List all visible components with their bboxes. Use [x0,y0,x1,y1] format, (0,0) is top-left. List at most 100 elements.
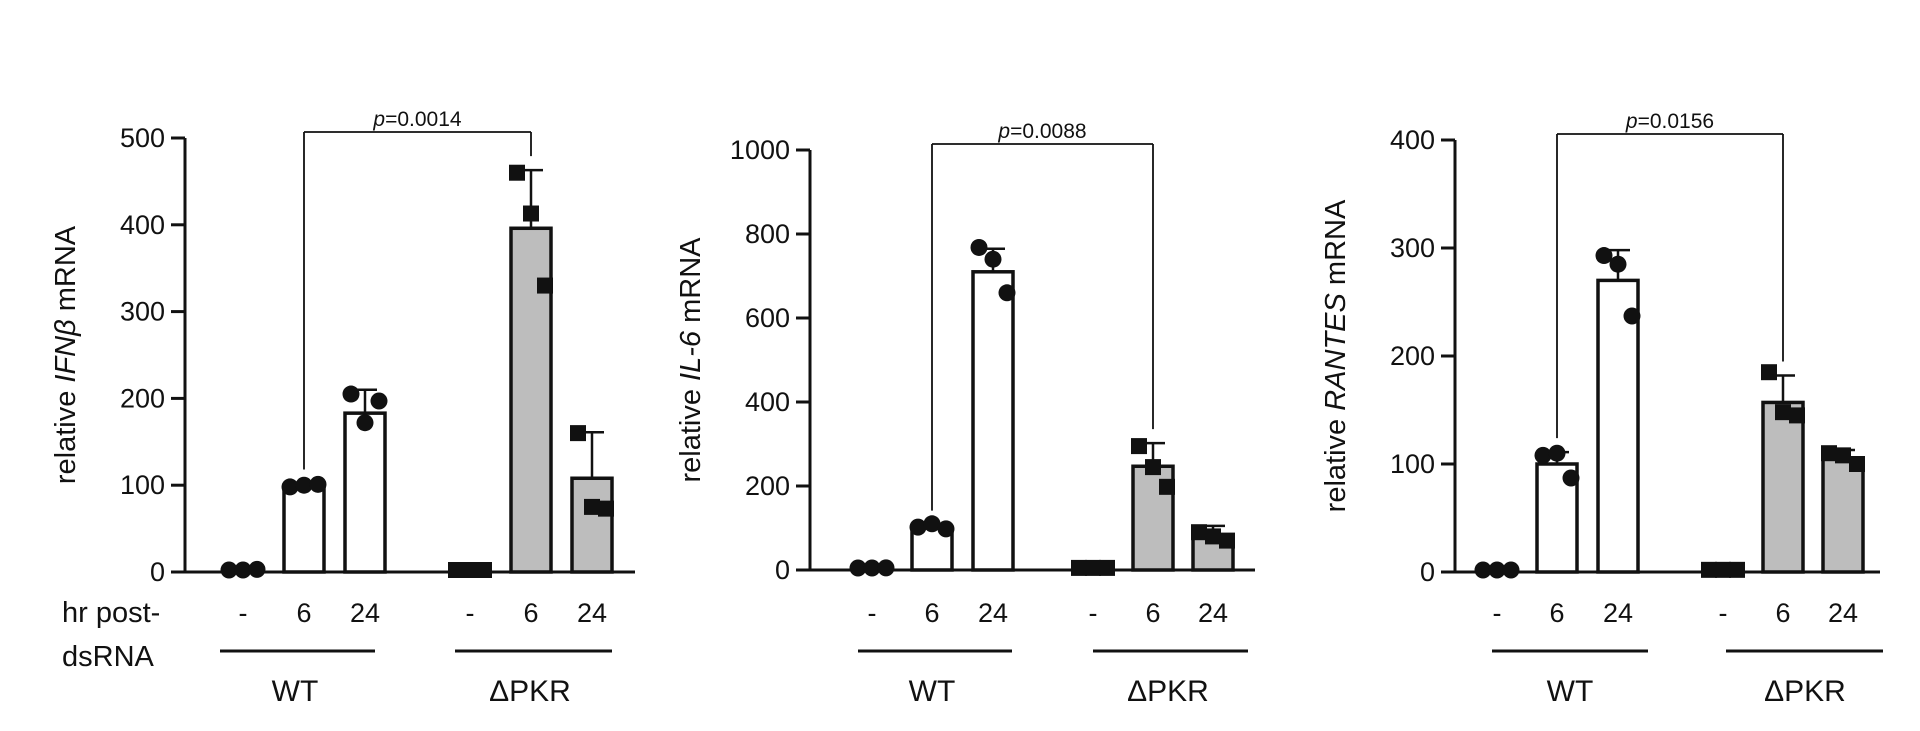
y-tick-label: 0 [775,555,790,585]
y-axis-title-part: mRNA [1320,199,1352,293]
data-point [863,559,881,577]
p-value-number: =0.0088 [1010,120,1087,143]
category-label: 6 [296,598,311,628]
category-label: - [466,598,475,628]
data-point [476,562,492,578]
data-point [570,425,586,442]
group-label: ΔPKR [489,675,571,708]
data-point [1071,559,1087,576]
data-point [1849,456,1865,472]
data-point [1085,559,1101,576]
group-label: WT [909,675,956,708]
category-label: 24 [1198,598,1228,628]
y-tick-label: 200 [1390,341,1435,371]
chart-panel-2: 0 200 400 600 800 1000 relative IL-6 mRNA - 6 24 -… [675,120,1255,708]
category-label: 6 [1145,598,1160,628]
category-label: 6 [1549,598,1564,628]
y-axis-title-part: relative [1320,411,1352,513]
group-label: ΔPKR [1764,675,1846,708]
data-point [342,385,360,403]
data-point [295,476,313,494]
data-point [1219,532,1235,549]
p-value-number: =0.0014 [385,108,462,131]
chart-panel-3: 0 100 200 300 400 relative RANTES mRNA - 6 24 - 6 2… [1320,110,1883,708]
category-label: - [1089,598,1098,628]
data-point [1502,561,1520,579]
y-axis-title-part: RANTES [1320,292,1352,410]
data-point [1159,478,1175,495]
group-label: WT [1547,675,1594,708]
y-tick-label: 600 [745,303,790,333]
category-label: 24 [978,598,1008,628]
data-point [220,561,238,579]
hr-label-line-1: hr post- [62,597,160,629]
data-point [998,284,1016,302]
y-axis-title: relative RANTES mRNA [1320,199,1352,512]
data-point [970,238,988,256]
data-point [523,205,539,222]
category-label: 6 [523,598,538,628]
y-tick-label: 100 [120,470,165,500]
data-point [1534,446,1552,464]
category-label: - [239,598,248,628]
category-label: 24 [577,598,607,628]
y-tick-label: 800 [745,219,790,249]
y-axis-title-part: IFNβ [50,319,82,382]
data-point [248,560,266,578]
y-axis-title: relative IL-6 mRNA [675,237,707,483]
bar [282,483,326,574]
data-point [909,518,927,536]
p-value-label: p=0.0156 [1625,110,1714,133]
y-tick-label: 400 [1390,125,1435,155]
group-label: ΔPKR [1127,675,1209,708]
category-label: 24 [1828,598,1858,628]
bar [343,411,387,574]
bar [1821,456,1865,574]
data-point [1623,307,1641,325]
data-point [584,498,600,515]
chart-panel-1: 0 100 200 300 400 500 relative IFNβ mRNA - 6 24 - 6… [50,108,635,708]
data-point [1131,438,1147,455]
data-point [1562,469,1580,487]
data-point [1191,524,1207,541]
data-point [1474,561,1492,579]
y-axis-title-part: IL-6 [675,330,707,381]
data-point [462,562,478,578]
data-point [1789,407,1805,424]
data-point [877,559,895,577]
data-point [1548,444,1566,462]
data-point [1775,404,1791,421]
y-tick-label: 100 [1390,449,1435,479]
y-tick-label: 0 [150,557,165,587]
y-axis-title-part: relative [675,381,707,483]
p-value-symbol: p [372,108,385,131]
data-point [1145,459,1161,476]
y-tick-label: 0 [1420,557,1435,587]
category-label: 24 [350,598,380,628]
data-point [1701,561,1717,578]
data-point [1835,447,1851,464]
hr-label-line-2: dsRNA [62,641,155,673]
data-point [598,500,614,517]
y-tick-label: 400 [120,210,165,240]
bar [971,270,1015,572]
p-value-symbol: p [997,120,1010,143]
data-point [849,559,867,577]
data-point [448,562,464,578]
data-point [509,164,525,181]
data-point [984,250,1002,268]
y-axis-title: relative IFNβ mRNA [50,225,82,484]
y-tick-label: 400 [745,387,790,417]
data-point [281,478,299,496]
group-label: WT [272,675,319,708]
p-value-symbol: p [1625,110,1638,133]
category-label: - [868,598,877,628]
y-tick-label: 300 [1390,233,1435,263]
data-point [356,414,374,432]
data-point [1761,364,1777,381]
data-point [1595,247,1613,265]
y-axis-title-part: mRNA [675,237,707,331]
y-tick-label: 200 [120,383,165,413]
p-value-label: p=0.0014 [372,108,462,131]
